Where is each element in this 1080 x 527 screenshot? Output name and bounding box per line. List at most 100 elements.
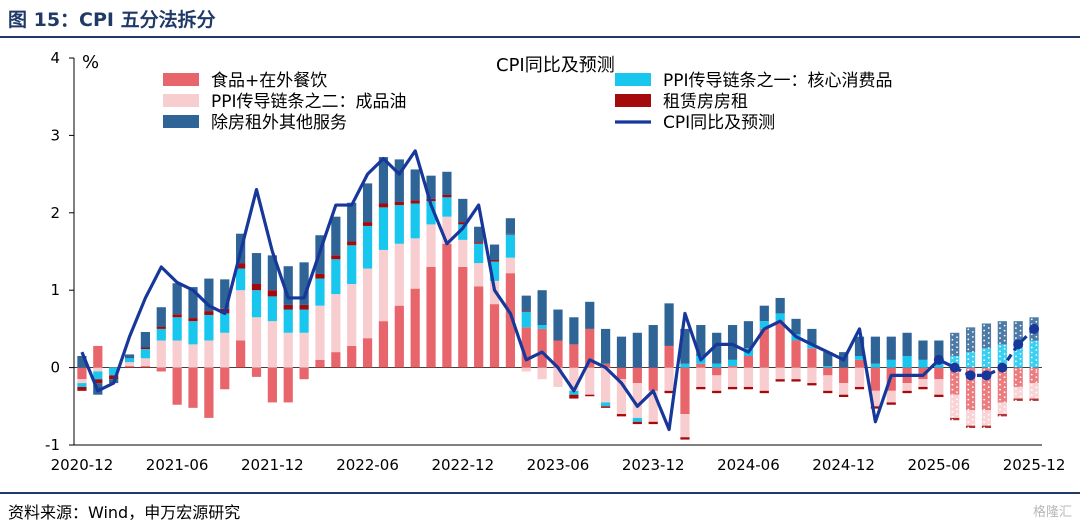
bar-core_goods	[886, 359, 896, 368]
forecast-dot	[1035, 402, 1038, 404]
bar-core_goods	[537, 325, 547, 329]
bar-rent	[839, 394, 849, 398]
bar-other_services	[220, 279, 230, 309]
figure-title: 图 15：CPI 五分法拆分	[8, 9, 216, 31]
bar-other_services	[156, 307, 166, 327]
forecast-dot	[951, 419, 954, 421]
bar-rent	[474, 242, 484, 244]
forecast-dot	[967, 368, 970, 371]
bar-refined_oil	[458, 239, 468, 267]
bar-rent	[442, 194, 452, 198]
bar-rent	[981, 425, 992, 428]
x-tick-label: 2025-12	[1003, 456, 1066, 474]
bar-other_services	[410, 169, 420, 201]
bar-other_services	[505, 218, 515, 234]
forecast-dot	[1019, 334, 1022, 337]
cpi-forecast-marker	[997, 362, 1008, 373]
bar-food	[236, 340, 246, 368]
forecast-dot	[971, 335, 974, 338]
bar-refined_oil	[585, 367, 595, 395]
bar-food	[220, 367, 230, 390]
forecast-dot	[967, 328, 970, 331]
forecast-dot	[1035, 391, 1038, 394]
bar-refined_oil	[664, 367, 674, 391]
bar-other_services	[299, 262, 309, 305]
forecast-dot	[983, 368, 986, 371]
forecast-dot	[1019, 367, 1022, 370]
bar-food	[807, 348, 817, 368]
forecast-dot	[971, 413, 974, 416]
legend-label-cpi: CPI同比及预测	[663, 113, 775, 133]
bar-rent	[93, 379, 103, 384]
forecast-dot	[983, 388, 986, 391]
forecast-dot	[1035, 335, 1038, 338]
bar-refined_oil	[442, 216, 452, 244]
forecast-dot	[1030, 361, 1033, 364]
forecast-dot	[1030, 384, 1033, 386]
forecast-dot	[951, 348, 954, 351]
forecast-dot	[951, 395, 954, 398]
bar-rent	[204, 311, 214, 315]
forecast-dot	[967, 333, 970, 336]
bar-food	[156, 367, 166, 372]
forecast-dot	[956, 413, 958, 416]
bar-core_goods	[965, 352, 976, 368]
bar-food	[315, 359, 325, 368]
bar-food	[505, 273, 515, 368]
bar-rent	[934, 394, 944, 398]
bar-refined_oil	[997, 402, 1007, 415]
forecast-dot	[1019, 376, 1022, 378]
legend-label-core_goods: PPI传导链条之一：核心消费品	[663, 71, 893, 91]
forecast-dot	[967, 416, 970, 419]
bar-other_services	[680, 328, 690, 364]
forecast-dot	[971, 365, 974, 368]
forecast-dot	[1019, 329, 1022, 332]
bar-other_services	[696, 325, 706, 356]
bar-other_services	[601, 328, 611, 364]
bar-other_services	[426, 175, 436, 199]
bar-other_services	[283, 266, 293, 305]
forecast-dot	[1003, 357, 1006, 360]
legend-label-other_services: 除房租外其他服务	[211, 113, 347, 133]
forecast-dot	[983, 421, 986, 424]
bar-refined_oil	[934, 379, 944, 395]
cpi-forecast-marker	[981, 370, 992, 381]
bar-food	[601, 363, 611, 368]
x-tick-label: 2021-06	[146, 456, 209, 474]
bar-core_goods	[712, 363, 722, 368]
forecast-dot	[987, 356, 990, 359]
forecast-dot	[1030, 389, 1033, 391]
bar-core_goods	[823, 366, 833, 368]
forecast-dot	[999, 342, 1001, 345]
forecast-dot	[951, 333, 954, 336]
bar-core_goods	[601, 402, 611, 407]
y-tick-label: 0	[50, 359, 60, 377]
forecast-dot	[951, 400, 954, 403]
bar-core_goods	[378, 207, 389, 250]
bar-other_services	[521, 295, 531, 312]
forecast-dot	[967, 363, 970, 366]
bar-refined_oil	[553, 367, 563, 387]
forecast-dot	[1019, 395, 1022, 398]
forecast-dot	[967, 348, 970, 351]
bar-other_services	[934, 340, 944, 360]
forecast-dot	[1014, 383, 1017, 386]
bar-refined_oil	[886, 390, 896, 403]
forecast-dot	[999, 355, 1001, 358]
x-tick-label: 2025-06	[908, 456, 971, 474]
bar-other_services	[664, 303, 674, 346]
forecast-dot	[983, 403, 986, 406]
y-axis-unit: %	[82, 52, 99, 73]
bar-food	[648, 367, 658, 391]
bar-rent	[394, 201, 404, 206]
forecast-dot	[956, 381, 958, 383]
bar-refined_oil	[220, 332, 230, 368]
forecast-dot	[999, 345, 1001, 348]
bar-other_services	[981, 323, 992, 349]
forecast-dot	[1014, 360, 1017, 363]
forecast-dot	[1003, 334, 1006, 337]
source-note: 资料来源：Wind，申万宏源研究	[8, 503, 241, 522]
bar-refined_oil	[124, 362, 135, 367]
forecast-dot	[983, 398, 986, 401]
forecast-dot	[1014, 327, 1017, 330]
